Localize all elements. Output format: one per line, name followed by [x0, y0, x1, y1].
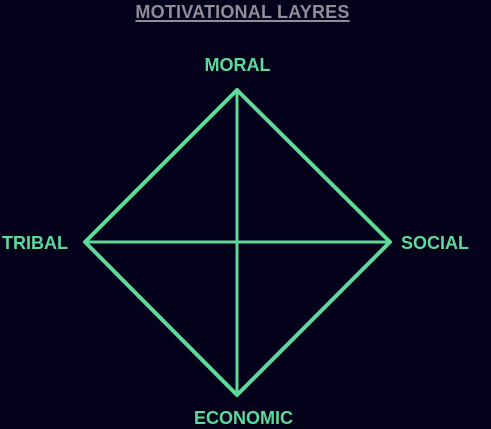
label-tribal: TRIBAL: [2, 233, 68, 253]
label-moral: MORAL: [204, 55, 271, 75]
label-economic: ECONOMIC: [194, 408, 293, 428]
label-social: SOCIAL: [401, 233, 470, 253]
diagram-title: MOTIVATIONAL LAYRES: [135, 2, 350, 22]
